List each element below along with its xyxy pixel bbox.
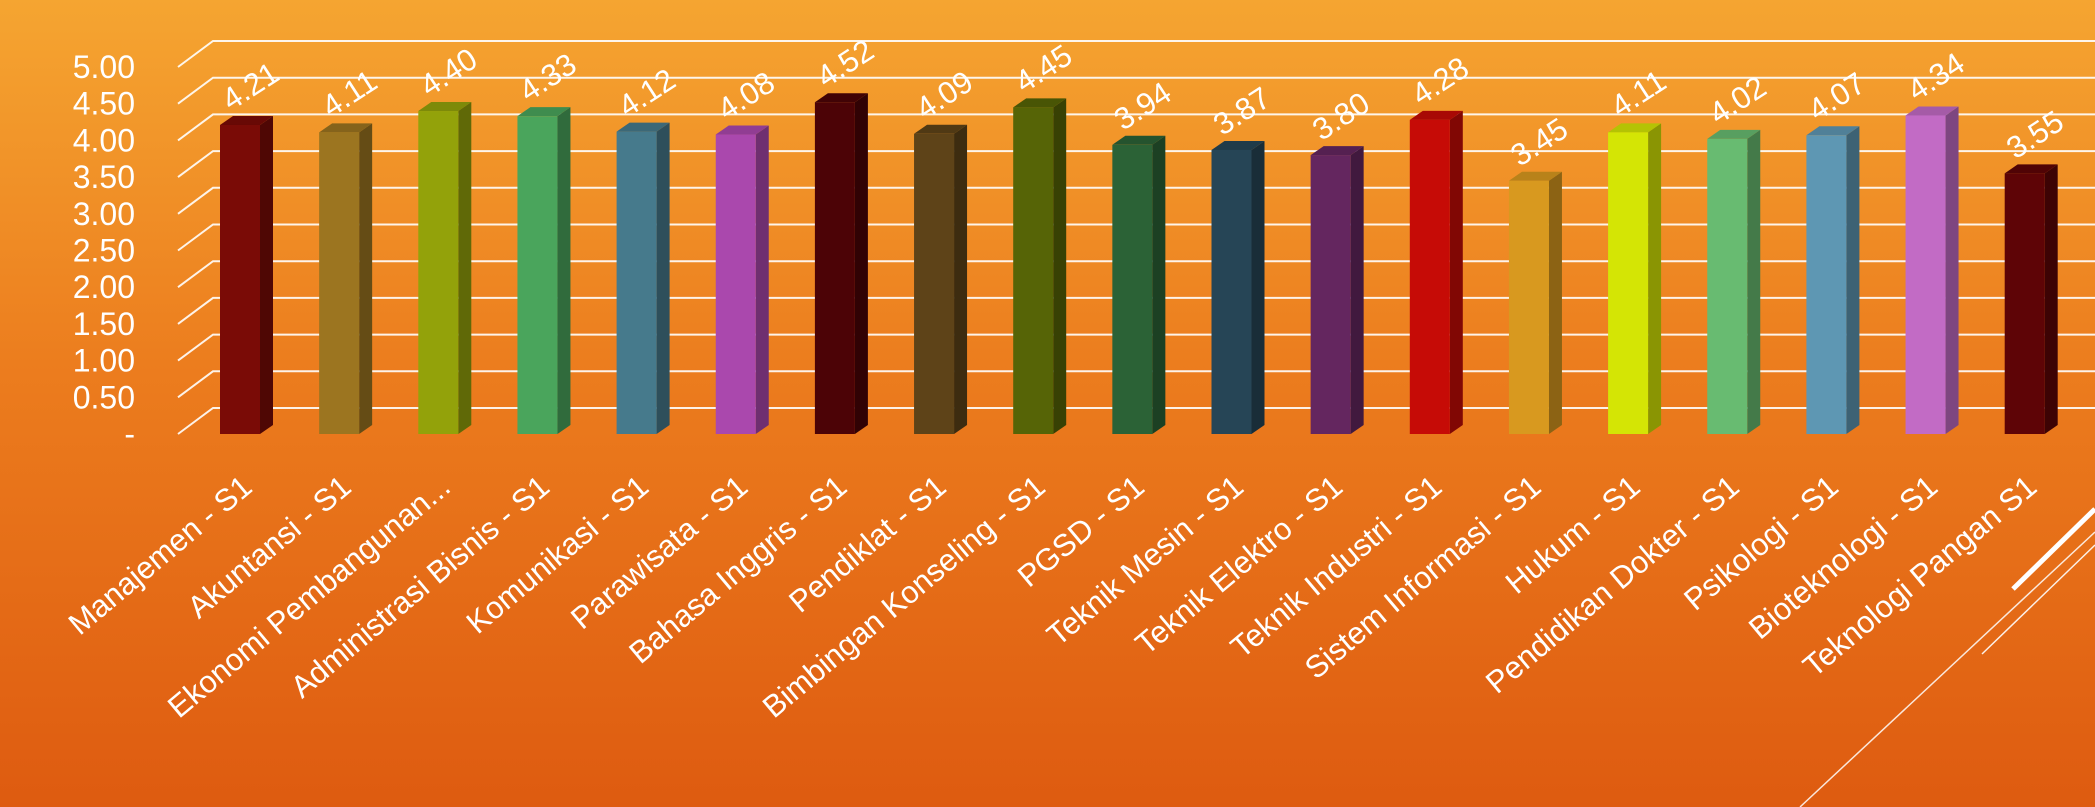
bar — [1310, 146, 1364, 434]
gridline — [177, 40, 2095, 68]
y-tick-label: 4.00 — [73, 122, 135, 158]
y-tick-label: 2.50 — [73, 233, 135, 269]
data-label: 4.21 — [215, 55, 285, 117]
bar — [1508, 171, 1562, 434]
y-tick-label: 5.00 — [73, 49, 135, 85]
gridline — [177, 150, 2095, 178]
data-label: 4.07 — [1802, 65, 1872, 127]
x-tick-label: Komunikasi - S1 — [460, 469, 655, 641]
bar — [319, 123, 373, 435]
gridline — [177, 186, 2095, 215]
data-label: 4.40 — [414, 41, 484, 103]
bar — [715, 125, 769, 434]
x-tick-label: Parawisata - S1 — [564, 469, 754, 636]
data-label: 3.45 — [1504, 111, 1574, 173]
y-tick-label: 4.50 — [73, 86, 135, 122]
bar — [616, 122, 670, 435]
bar — [914, 124, 968, 434]
bar — [1905, 106, 1959, 434]
data-label: 4.34 — [1901, 46, 1971, 108]
bar — [418, 102, 472, 434]
data-label: 3.80 — [1306, 85, 1376, 147]
gridline — [177, 407, 2095, 435]
bar — [220, 115, 273, 435]
gridline — [177, 370, 2095, 399]
bars — [220, 93, 2058, 435]
gridline — [177, 223, 2095, 252]
bar — [1112, 135, 1166, 434]
bar — [814, 93, 868, 435]
data-label: 4.33 — [513, 46, 583, 108]
gridline — [177, 333, 2095, 362]
gridline — [177, 113, 2095, 142]
bar — [1211, 140, 1265, 434]
data-label: 3.94 — [1108, 75, 1178, 137]
grid-lines — [177, 40, 2095, 435]
y-tick-label: 0.50 — [73, 379, 135, 415]
data-label: 4.45 — [1009, 37, 1079, 99]
y-tick-label: 3.50 — [73, 159, 135, 195]
y-tick-label: - — [124, 416, 135, 452]
bar — [1608, 123, 1662, 435]
bar — [1806, 126, 1860, 435]
data-label: 3.87 — [1207, 80, 1277, 142]
y-tick-label: 2.00 — [73, 269, 135, 305]
y-tick-label: 1.00 — [73, 343, 135, 379]
bar — [1013, 98, 1067, 435]
data-label: 4.09 — [909, 64, 979, 126]
gridline — [177, 260, 2095, 289]
bar — [1707, 129, 1761, 434]
y-tick-label: 3.00 — [73, 196, 135, 232]
data-label: 4.28 — [1405, 50, 1475, 112]
bar — [517, 107, 571, 434]
gridline — [177, 76, 2095, 105]
data-label: 3.55 — [2000, 104, 2070, 166]
x-tick-label: Manajemen - S1 — [62, 469, 259, 642]
bar — [2004, 164, 2058, 434]
decorative-corner-lines — [1799, 507, 2095, 807]
gridline — [177, 296, 2095, 325]
y-tick-label: 1.50 — [73, 306, 135, 342]
y-axis-ticks: -0.501.001.502.002.503.003.504.004.505.0… — [73, 49, 135, 452]
bar — [1409, 110, 1463, 435]
data-label: 4.08 — [711, 65, 781, 127]
